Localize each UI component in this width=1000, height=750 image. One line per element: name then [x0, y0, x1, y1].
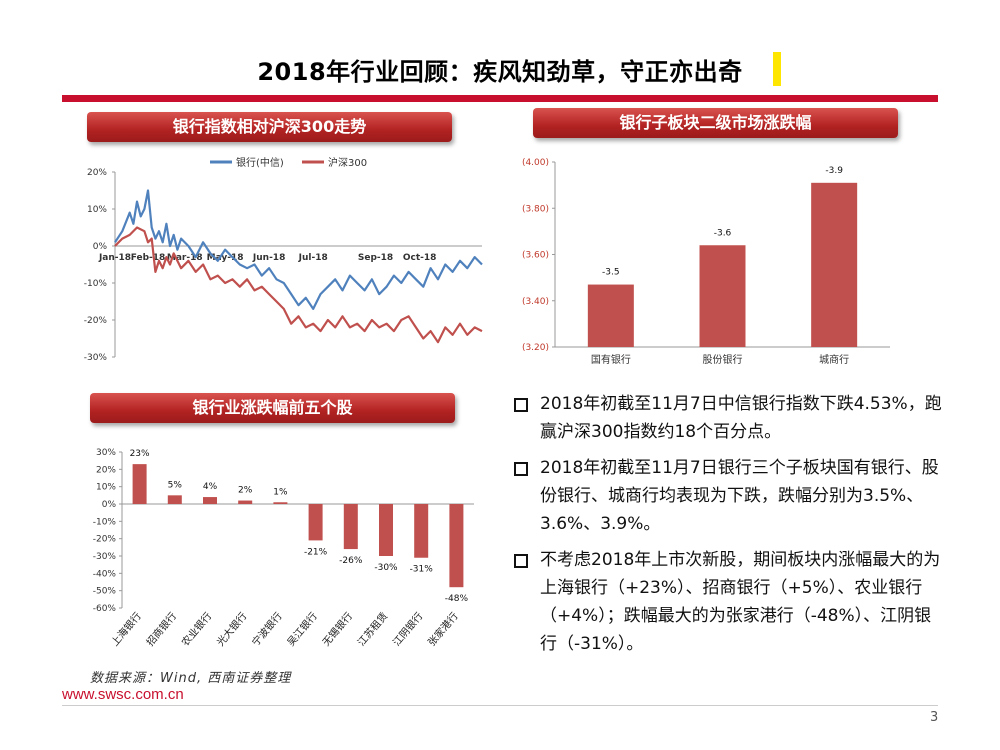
bullet-item: 2018年初截至11月7日银行三个子板块国有银行、股份银行、城商行均表现为下跌，…: [512, 454, 942, 538]
data-label: 1%: [273, 487, 288, 497]
y-tick-label: -50%: [93, 587, 117, 597]
x-tick-label: 张家港行: [425, 610, 461, 649]
x-tick-label: 无锡银行: [319, 610, 355, 649]
website-link[interactable]: www.swsc.com.cn: [62, 686, 184, 703]
x-tick-label: Feb-18: [131, 253, 166, 263]
y-tick-label: (3.80): [522, 204, 549, 214]
bar: [449, 504, 464, 588]
y-tick-label: -30%: [84, 353, 108, 363]
sub-sector-bar-chart: (4.00) (3.80) (3.60) (3.40) (3.20) -3.5 国有银行 -3…: [522, 158, 890, 366]
y-tick-label: 10%: [96, 483, 116, 493]
data-label: -30%: [374, 563, 398, 573]
x-tick-label: 城商行: [819, 353, 849, 366]
bar: [699, 245, 746, 347]
x-tick-label: Oct-18: [403, 253, 437, 263]
page-number: 3: [930, 710, 939, 725]
y-tick-label: 20%: [87, 168, 107, 178]
x-tick-label: Jul-18: [298, 253, 328, 263]
y-tick-label: -20%: [84, 316, 108, 326]
data-label: -31%: [410, 565, 434, 575]
y-tick-label: 30%: [96, 448, 116, 458]
data-label: -48%: [445, 594, 469, 604]
x-tick-label: 股份银行: [703, 353, 743, 366]
y-tick-label: (3.40): [522, 297, 549, 307]
bullet-text: 不考虑2018年上市次新股，期间板块内涨幅最大的为上海银行（+23%）、招商银行…: [540, 550, 941, 654]
y-tick-label: -10%: [93, 517, 117, 527]
x-tick-label: 招商银行: [143, 610, 179, 649]
title-accent-mark: [773, 52, 781, 86]
y-tick-label: (4.00): [522, 158, 549, 168]
bar: [308, 504, 323, 541]
x-tick-label: Sep-18: [358, 253, 393, 263]
square-bullet-icon: [514, 398, 528, 412]
y-tick-label: -30%: [93, 552, 117, 562]
top5-bar-chart: 30% 20% 10% 0% -10% -20% -30% -40% -50% -60% 23% 上海…: [93, 448, 474, 649]
square-bullet-icon: [514, 554, 528, 568]
y-tick-label: -60%: [93, 604, 117, 614]
page-title: 2018年行业回顾：疾风知劲草，守正亦出奇: [257, 58, 743, 86]
data-source-note: 数据来源：Wind, 西南证券整理: [90, 671, 292, 686]
y-tick-label: 0%: [102, 500, 117, 510]
x-tick-label: 吴江银行: [284, 610, 320, 649]
y-tick-label: -20%: [93, 535, 117, 545]
line-chart-header: 银行指数相对沪深300走势: [87, 112, 452, 142]
y-tick-label: 10%: [87, 205, 107, 215]
footer-divider: [62, 705, 938, 706]
x-tick-label: 光大银行: [214, 610, 250, 649]
x-tick-label: May-18: [207, 253, 244, 263]
data-label: -3.6: [714, 228, 732, 238]
y-tick-label: 20%: [96, 465, 116, 475]
data-label: -3.9: [825, 166, 843, 176]
title-underline-bar: [62, 95, 938, 102]
legend-label: 沪深300: [328, 156, 367, 169]
x-tick-label: 上海银行: [108, 610, 144, 649]
bar: [132, 464, 147, 504]
x-tick-label: Jun-18: [252, 253, 285, 263]
x-tick-label: Jan-18: [98, 253, 131, 263]
y-tick-label: 0%: [93, 242, 108, 252]
x-tick-label: Mar-18: [167, 253, 203, 263]
x-tick-label: 宁波银行: [249, 610, 285, 649]
series-line: [114, 226, 483, 344]
data-label: -3.5: [602, 268, 620, 278]
data-label: 23%: [130, 449, 150, 459]
bar: [379, 504, 393, 556]
data-label: -26%: [339, 556, 363, 566]
bullet-text: 2018年初截至11月7日银行三个子板块国有银行、股份银行、城商行均表现为下跌，…: [540, 458, 939, 534]
bullet-list: 2018年初截至11月7日中信银行指数下跌4.53%，跑赢沪深300指数约18个…: [512, 390, 942, 666]
bar: [167, 495, 182, 504]
bar: [414, 504, 429, 558]
bar: [273, 502, 288, 504]
bullet-item: 不考虑2018年上市次新股，期间板块内涨幅最大的为上海银行（+23%）、招商银行…: [512, 546, 942, 658]
bar: [343, 504, 358, 550]
top5-chart-header: 银行业涨跌幅前五个股: [90, 393, 455, 423]
bullet-item: 2018年初截至11月7日中信银行指数下跌4.53%，跑赢沪深300指数约18个…: [512, 390, 942, 446]
data-label: 4%: [203, 482, 218, 492]
bar: [587, 284, 634, 347]
bar: [203, 497, 217, 504]
x-tick-label: 农业银行: [179, 610, 215, 649]
line-chart: 20% 10% 0% -10% -20% -30% Jan-18 Feb-18 Mar-18 Ma…: [84, 156, 483, 363]
sub-sector-chart-header: 银行子板块二级市场涨跌幅: [533, 108, 898, 138]
data-label: -21%: [304, 547, 328, 557]
y-tick-label: -40%: [93, 569, 117, 579]
data-label: 5%: [168, 480, 183, 490]
y-tick-label: -10%: [84, 279, 108, 289]
data-label: 2%: [238, 486, 253, 496]
x-tick-label: 国有银行: [591, 353, 631, 366]
x-tick-label: 江苏租赁: [355, 610, 391, 649]
y-tick-label: (3.60): [522, 251, 549, 261]
series-line: [114, 189, 483, 310]
y-tick-label: (3.20): [522, 343, 549, 353]
bar: [811, 182, 858, 347]
bar: [238, 500, 253, 504]
x-tick-label: 江阴银行: [390, 610, 426, 649]
square-bullet-icon: [514, 462, 528, 476]
bullet-text: 2018年初截至11月7日中信银行指数下跌4.53%，跑赢沪深300指数约18个…: [540, 394, 942, 442]
legend-label: 银行(中信): [236, 156, 284, 169]
